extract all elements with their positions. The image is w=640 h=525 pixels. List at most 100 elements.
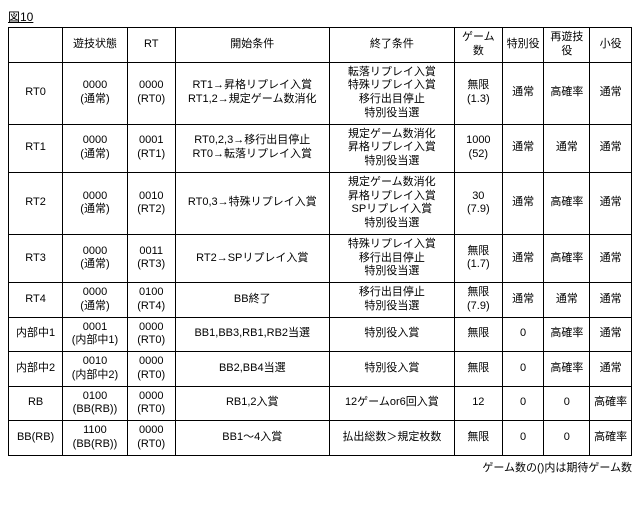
cell-small: 高確率 — [590, 386, 632, 421]
cell-state: 0000(通常) — [63, 62, 128, 124]
cell-small: 通常 — [590, 172, 632, 234]
table-row: 内部中20010(内部中2)0000(RT0)BB2,BB4当選特別役入賞無限0… — [9, 352, 632, 387]
cell-rt: 0000(RT0) — [127, 352, 175, 387]
cell-sp: 0 — [502, 386, 544, 421]
cell-games: 無限 — [454, 352, 502, 387]
cell-start: BB2,BB4当選 — [175, 352, 329, 387]
col-games: ゲーム数 — [454, 28, 502, 63]
cell-end: 払出総数＞規定枚数 — [329, 421, 454, 456]
table-row: RT00000(通常)0000(RT0)RT1→昇格リプレイ入賞RT1,2→規定… — [9, 62, 632, 124]
cell-replay: 通常 — [544, 124, 590, 172]
cell-games: 無限 — [454, 421, 502, 456]
cell-state: 0000(通常) — [63, 234, 128, 282]
col-blank — [9, 28, 63, 63]
cell-start: RT0,3→特殊リプレイ入賞 — [175, 172, 329, 234]
cell-small: 通常 — [590, 352, 632, 387]
cell-sp: 0 — [502, 352, 544, 387]
cell-replay: 高確率 — [544, 62, 590, 124]
cell-rt: 0001(RT1) — [127, 124, 175, 172]
cell-end: 規定ゲーム数消化昇格リプレイ入賞特別役当選 — [329, 124, 454, 172]
cell-start: RB1,2入賞 — [175, 386, 329, 421]
cell-start: RT2→SPリプレイ入賞 — [175, 234, 329, 282]
cell-rt: 0000(RT0) — [127, 62, 175, 124]
cell-rt: 0000(RT0) — [127, 386, 175, 421]
cell-small: 通常 — [590, 124, 632, 172]
cell-games: 無限(7.9) — [454, 283, 502, 318]
cell-games: 無限 — [454, 317, 502, 352]
cell-rt: 0000(RT0) — [127, 317, 175, 352]
cell-games: 無限(1.3) — [454, 62, 502, 124]
table-row: BB(RB)1100(BB(RB))0000(RT0)BB1～4入賞払出総数＞規… — [9, 421, 632, 456]
cell-end: 転落リプレイ入賞特殊リプレイ入賞移行出目停止特別役当選 — [329, 62, 454, 124]
row-name: RT0 — [9, 62, 63, 124]
row-name: RT3 — [9, 234, 63, 282]
row-name: RT1 — [9, 124, 63, 172]
row-name: RT4 — [9, 283, 63, 318]
cell-games: 無限(1.7) — [454, 234, 502, 282]
cell-state: 0100(BB(RB)) — [63, 386, 128, 421]
cell-small: 高確率 — [590, 421, 632, 456]
cell-replay: 高確率 — [544, 234, 590, 282]
row-name: 内部中2 — [9, 352, 63, 387]
cell-state: 0000(通常) — [63, 124, 128, 172]
cell-start: RT0,2,3→移行出目停止RT0→転落リプレイ入賞 — [175, 124, 329, 172]
cell-state: 0000(通常) — [63, 283, 128, 318]
cell-replay: 高確率 — [544, 172, 590, 234]
cell-sp: 通常 — [502, 172, 544, 234]
cell-small: 通常 — [590, 234, 632, 282]
cell-games: 12 — [454, 386, 502, 421]
table-row: RT20000(通常)0010(RT2)RT0,3→特殊リプレイ入賞規定ゲーム数… — [9, 172, 632, 234]
cell-replay: 0 — [544, 386, 590, 421]
cell-state: 0001(内部中1) — [63, 317, 128, 352]
table-row: RT40000(通常)0100(RT4)BB終了移行出目停止特別役当選無限(7.… — [9, 283, 632, 318]
col-sp: 特別役 — [502, 28, 544, 63]
cell-rt: 0010(RT2) — [127, 172, 175, 234]
table-row: 内部中10001(内部中1)0000(RT0)BB1,BB3,RB1,RB2当選… — [9, 317, 632, 352]
cell-small: 通常 — [590, 317, 632, 352]
cell-start: RT1→昇格リプレイ入賞RT1,2→規定ゲーム数消化 — [175, 62, 329, 124]
cell-end: 規定ゲーム数消化昇格リプレイ入賞SPリプレイ入賞特別役当選 — [329, 172, 454, 234]
cell-sp: 通常 — [502, 283, 544, 318]
cell-end: 特殊リプレイ入賞移行出目停止特別役当選 — [329, 234, 454, 282]
cell-end: 特別役入賞 — [329, 317, 454, 352]
col-start: 開始条件 — [175, 28, 329, 63]
cell-sp: 通常 — [502, 124, 544, 172]
cell-sp: 通常 — [502, 62, 544, 124]
col-small: 小役 — [590, 28, 632, 63]
table-row: RB0100(BB(RB))0000(RT0)RB1,2入賞12ゲームor6回入… — [9, 386, 632, 421]
cell-sp: 0 — [502, 317, 544, 352]
cell-replay: 高確率 — [544, 352, 590, 387]
cell-rt: 0100(RT4) — [127, 283, 175, 318]
cell-small: 通常 — [590, 62, 632, 124]
figure-label: 図10 — [8, 8, 632, 25]
cell-replay: 通常 — [544, 283, 590, 318]
rt-table: 遊技状態 RT 開始条件 終了条件 ゲーム数 特別役 再遊技役 小役 RT000… — [8, 27, 632, 456]
cell-sp: 通常 — [502, 234, 544, 282]
cell-rt: 0011(RT3) — [127, 234, 175, 282]
cell-state: 0000(通常) — [63, 172, 128, 234]
cell-start: BB1～4入賞 — [175, 421, 329, 456]
cell-replay: 0 — [544, 421, 590, 456]
cell-replay: 高確率 — [544, 317, 590, 352]
cell-end: 移行出目停止特別役当選 — [329, 283, 454, 318]
cell-end: 12ゲームor6回入賞 — [329, 386, 454, 421]
row-name: 内部中1 — [9, 317, 63, 352]
cell-games: 1000(52) — [454, 124, 502, 172]
cell-games: 30(7.9) — [454, 172, 502, 234]
row-name: BB(RB) — [9, 421, 63, 456]
table-row: RT30000(通常)0011(RT3)RT2→SPリプレイ入賞特殊リプレイ入賞… — [9, 234, 632, 282]
cell-small: 通常 — [590, 283, 632, 318]
table-row: RT10000(通常)0001(RT1)RT0,2,3→移行出目停止RT0→転落… — [9, 124, 632, 172]
row-name: RT2 — [9, 172, 63, 234]
cell-start: BB1,BB3,RB1,RB2当選 — [175, 317, 329, 352]
row-name: RB — [9, 386, 63, 421]
cell-state: 1100(BB(RB)) — [63, 421, 128, 456]
header-row: 遊技状態 RT 開始条件 終了条件 ゲーム数 特別役 再遊技役 小役 — [9, 28, 632, 63]
col-rt: RT — [127, 28, 175, 63]
cell-rt: 0000(RT0) — [127, 421, 175, 456]
col-replay: 再遊技役 — [544, 28, 590, 63]
col-end: 終了条件 — [329, 28, 454, 63]
footnote: ゲーム数の()内は期待ゲーム数 — [8, 459, 632, 475]
cell-end: 特別役入賞 — [329, 352, 454, 387]
col-state: 遊技状態 — [63, 28, 128, 63]
